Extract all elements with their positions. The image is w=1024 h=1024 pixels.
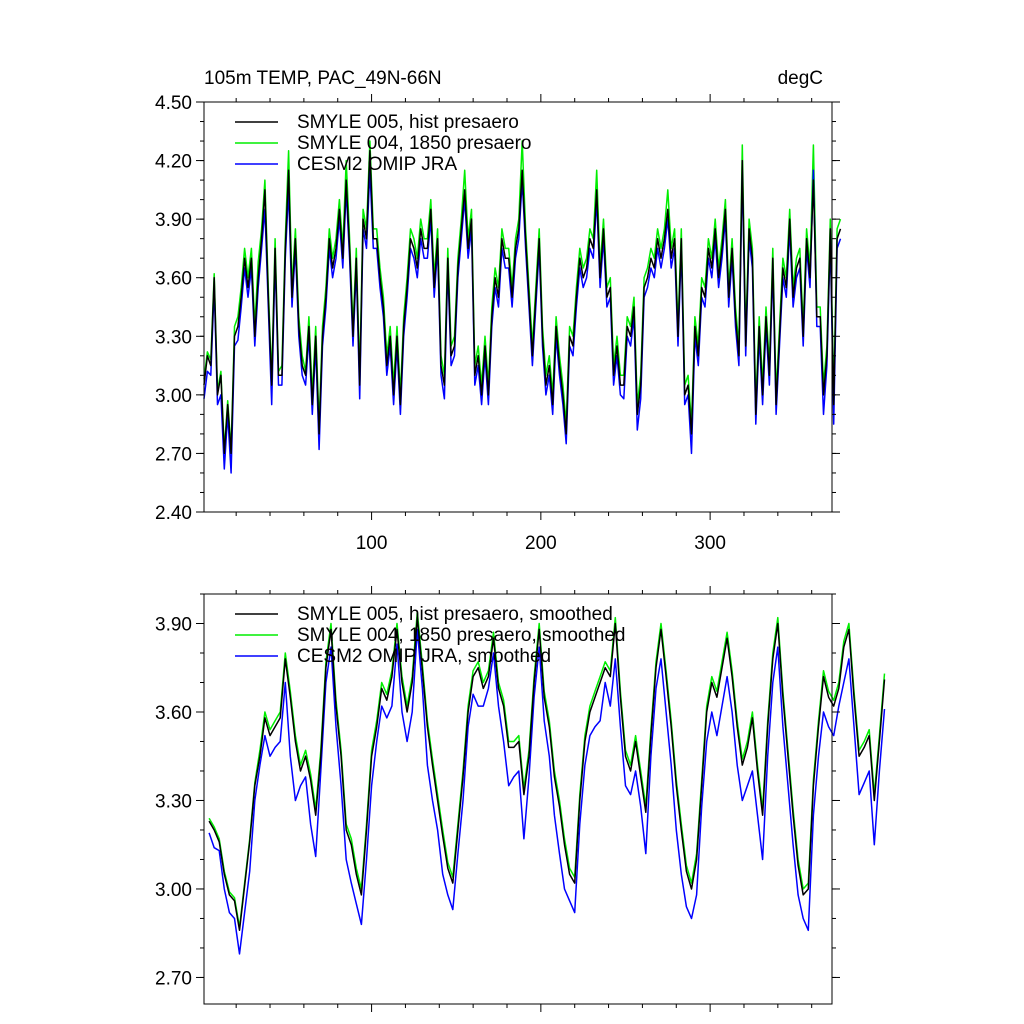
top-ytick-label: 3.90 [155, 210, 192, 231]
top-ytick-label: 3.30 [155, 327, 192, 348]
bottom-ytick-label: 3.90 [155, 614, 192, 635]
top-ytick-label: 4.20 [155, 152, 192, 173]
bottom-series-line-2 [208, 628, 886, 955]
top-ytick-label: 3.00 [155, 386, 192, 407]
top-xtick-label: 100 [356, 533, 388, 554]
top-title: 105m TEMP, PAC_49N-66N [204, 68, 442, 89]
bottom-series-line-0 [208, 616, 886, 932]
bottom-plot-frame [203, 593, 833, 1005]
bottom-legend: SMYLE 005, hist presaero, smoothedSMYLE … [235, 604, 625, 667]
top-legend-label: CESM2 OMIP JRA [297, 154, 457, 175]
top-xtick-label: 200 [525, 533, 557, 554]
top-units-label: degC [778, 68, 823, 89]
top-plot-frame [203, 101, 833, 513]
bottom-legend-label: SMYLE 004, 1850 presaero, smoothed [297, 625, 625, 646]
bottom-ytick-label: 3.60 [155, 703, 192, 724]
bottom-ytick-label: 2.70 [155, 968, 192, 989]
top-ytick-label: 3.60 [155, 269, 192, 290]
top-xtick-label: 300 [694, 533, 726, 554]
top-ytick-label: 2.70 [155, 444, 192, 465]
top-legend-label: SMYLE 005, hist presaero [297, 112, 519, 133]
bottom-ytick-label: 3.00 [155, 880, 192, 901]
bottom-legend-label: CESM2 OMIP JRA, smoothed [297, 646, 551, 667]
top-ytick-label: 2.40 [155, 503, 192, 524]
top-panel: 105m TEMP, PAC_49N-66N degC 2.40 2.70 3.00… [155, 68, 842, 554]
bottom-ytick-label: 3.30 [155, 791, 192, 812]
bottom-legend-label: SMYLE 005, hist presaero, smoothed [297, 604, 613, 625]
top-series-line-0 [203, 150, 842, 455]
top-ytick-label: 4.50 [155, 93, 192, 114]
bottom-panel: 2.70 3.00 3.30 3.60 3.90 SMYLE 005, hist pres… [155, 586, 886, 1012]
top-legend-label: SMYLE 004, 1850 presaero [297, 133, 532, 154]
